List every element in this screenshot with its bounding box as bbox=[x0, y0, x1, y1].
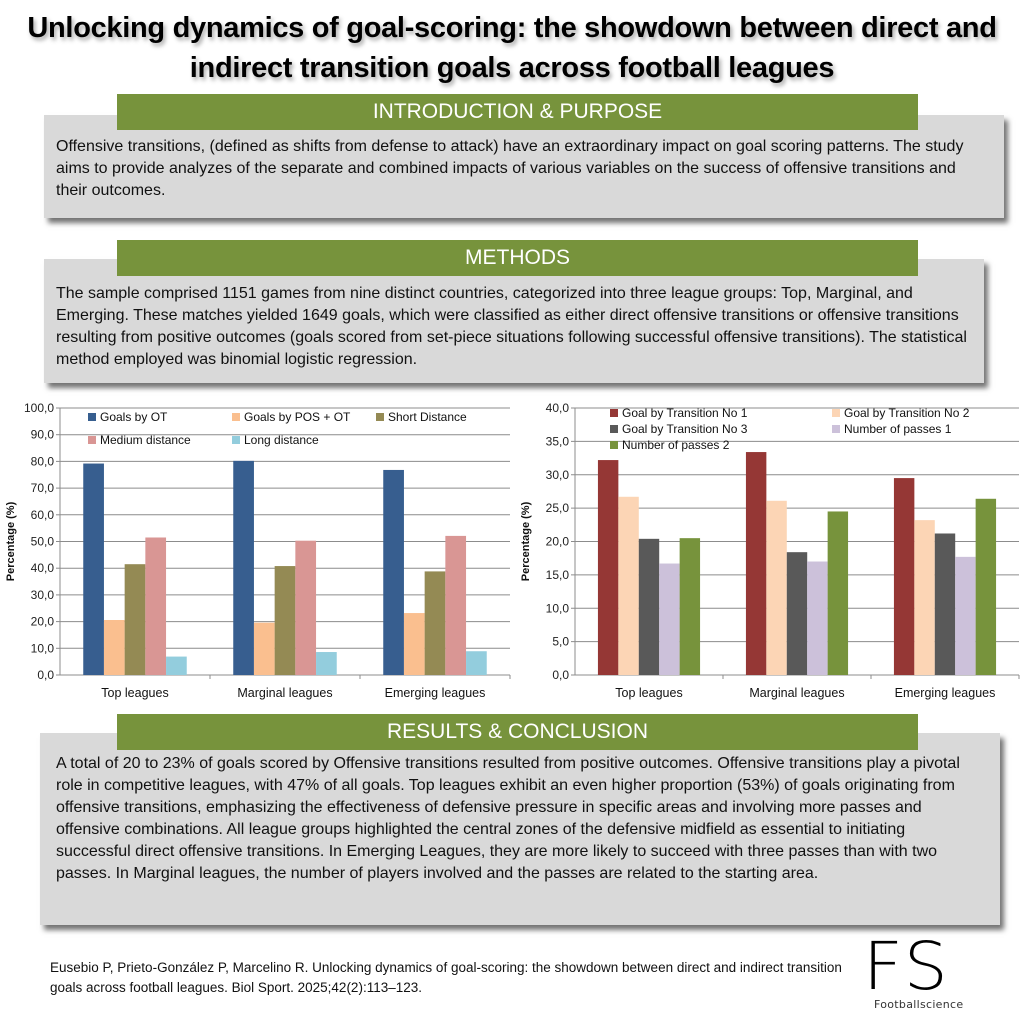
legend-swatch bbox=[610, 441, 618, 449]
legend-label: Goal by Transition No 1 bbox=[622, 406, 748, 420]
x-category-label: Top leagues bbox=[101, 686, 168, 700]
legend-swatch bbox=[832, 425, 840, 433]
legend-label: Number of passes 2 bbox=[622, 438, 730, 452]
results-panel bbox=[40, 733, 1000, 925]
y-tick-label: 80,0 bbox=[31, 454, 55, 468]
bar bbox=[618, 496, 639, 675]
y-tick-label: 90,0 bbox=[31, 428, 55, 442]
legend-label: Long distance bbox=[244, 433, 319, 447]
bar bbox=[166, 656, 187, 675]
legend-swatch bbox=[610, 425, 618, 433]
legend-swatch bbox=[232, 436, 240, 444]
legend-label: Number of passes 1 bbox=[844, 422, 952, 436]
methods-heading: METHODS bbox=[117, 240, 918, 276]
legend-swatch bbox=[376, 413, 384, 421]
y-tick-label: 40,0 bbox=[31, 561, 55, 575]
x-category-label: Marginal leagues bbox=[237, 686, 332, 700]
bar bbox=[383, 469, 404, 675]
legend-label: Goal by Transition No 3 bbox=[622, 422, 748, 436]
bar bbox=[274, 566, 296, 675]
legend-label: Medium distance bbox=[100, 433, 191, 447]
bar bbox=[597, 460, 619, 675]
y-axis-label: Percentage (%) bbox=[520, 501, 532, 581]
bar bbox=[659, 563, 680, 675]
bar bbox=[124, 564, 146, 675]
y-tick-label: 15,0 bbox=[546, 568, 570, 582]
bar bbox=[253, 622, 275, 675]
results-text: A total of 20 to 23% of goals scored by … bbox=[56, 755, 960, 882]
bar bbox=[316, 652, 337, 675]
y-tick-label: 70,0 bbox=[31, 481, 55, 495]
bar bbox=[466, 651, 487, 675]
y-tick-label: 25,0 bbox=[546, 501, 570, 515]
y-tick-label: 100,0 bbox=[24, 401, 54, 415]
bar bbox=[295, 540, 317, 675]
methods-panel bbox=[44, 259, 984, 383]
bar bbox=[766, 500, 787, 675]
legend-label: Goals by OT bbox=[100, 410, 168, 424]
y-tick-label: 50,0 bbox=[31, 535, 55, 549]
x-category-label: Top leagues bbox=[615, 686, 682, 700]
legend-swatch bbox=[832, 409, 840, 417]
bar bbox=[424, 571, 446, 675]
distance-chart: 0,0 10,0 20,0 30,0 40,0 50,0 60,0 70,0 80,0 90,0 1… bbox=[0, 395, 512, 710]
y-tick-label: 5,0 bbox=[552, 635, 569, 649]
bar bbox=[827, 511, 849, 675]
bar bbox=[103, 619, 125, 675]
y-tick-label: 0,0 bbox=[552, 668, 569, 682]
y-tick-label: 10,0 bbox=[546, 601, 570, 615]
logo-letters: FS bbox=[863, 928, 950, 1005]
legend-label: Short Distance bbox=[388, 410, 467, 424]
y-tick-label: 30,0 bbox=[546, 468, 570, 482]
bar bbox=[955, 556, 976, 675]
legend-swatch bbox=[610, 409, 618, 417]
bar bbox=[745, 452, 767, 675]
legend-swatch bbox=[88, 413, 96, 421]
introduction-text: Offensive transitions, (defined as shift… bbox=[56, 138, 964, 199]
legend-label: Goals by POS + OT bbox=[244, 410, 351, 424]
bar bbox=[233, 460, 254, 675]
citation: Eusebio P, Prieto-González P, Marcelino … bbox=[50, 960, 842, 995]
bar bbox=[679, 538, 701, 675]
bar bbox=[403, 613, 425, 675]
logo-subtitle: Footballscience bbox=[874, 998, 964, 1011]
footballscience-logo: FS Footballscience bbox=[863, 934, 986, 1014]
y-tick-label: 60,0 bbox=[31, 508, 55, 522]
legend-label: Goal by Transition No 2 bbox=[844, 406, 970, 420]
page-title: Unlocking dynamics of goal-scoring: the … bbox=[27, 12, 997, 84]
bar bbox=[807, 561, 828, 675]
bar bbox=[83, 463, 104, 675]
bar bbox=[914, 520, 935, 675]
legend-swatch bbox=[88, 436, 96, 444]
bar bbox=[975, 498, 997, 675]
bar bbox=[638, 538, 660, 675]
y-tick-label: 10,0 bbox=[31, 641, 55, 655]
y-tick-label: 0,0 bbox=[37, 668, 54, 682]
legend-swatch bbox=[232, 413, 240, 421]
x-category-label: Marginal leagues bbox=[749, 686, 844, 700]
x-category-label: Emerging leagues bbox=[385, 686, 486, 700]
y-tick-label: 35,0 bbox=[546, 434, 570, 448]
x-category-label: Emerging leagues bbox=[895, 686, 996, 700]
y-axis-label: Percentage (%) bbox=[5, 501, 17, 581]
introduction-heading: INTRODUCTION & PURPOSE bbox=[117, 94, 918, 130]
methods-text: The sample comprised 1151 games from nin… bbox=[56, 285, 967, 368]
bar bbox=[445, 535, 467, 675]
y-tick-label: 30,0 bbox=[31, 588, 55, 602]
transition-passes-chart: 0,0 5,0 10,0 15,0 20,0 25,0 30,0 35,0 40,0 Percen… bbox=[505, 395, 1024, 710]
bar bbox=[893, 478, 915, 675]
results-heading: RESULTS & CONCLUSION bbox=[117, 714, 918, 750]
bar bbox=[786, 552, 808, 675]
y-tick-label: 20,0 bbox=[546, 535, 570, 549]
bar bbox=[934, 533, 956, 675]
bar bbox=[145, 537, 167, 675]
y-tick-label: 40,0 bbox=[546, 401, 570, 415]
introduction-panel bbox=[44, 115, 1004, 218]
y-tick-label: 20,0 bbox=[31, 615, 55, 629]
